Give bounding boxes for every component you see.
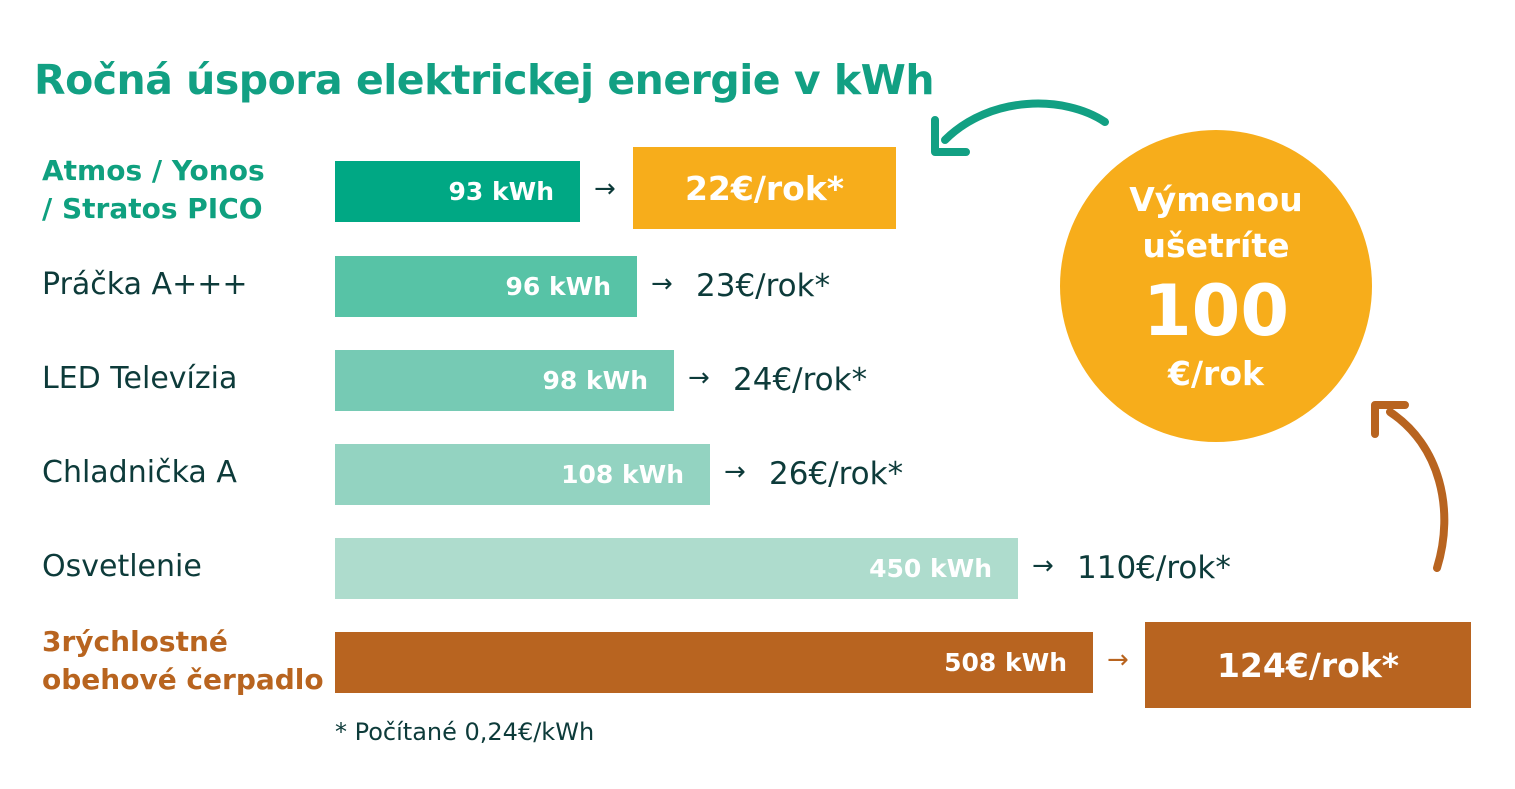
savings-badge: Výmenou ušetríte 100 €/rok [1060,130,1372,442]
category-label: 3rýchlostné obehové čerpadlo [42,623,324,699]
savings-unit: €/rok [1168,354,1264,393]
cost-highlight-box: 22€/rok* [633,147,896,229]
category-label: Práčka A+++ [42,266,247,304]
bar-value-label: 108 kWh [561,460,684,489]
arrow-icon: → [1107,645,1129,675]
savings-amount: 100 [1142,270,1290,352]
category-label: Chladnička A [42,454,237,492]
cost-label: 23€/rok* [696,268,831,304]
category-label-line: Chladnička A [42,455,237,490]
cost-label: 24€/rok* [733,362,868,398]
arrow-icon: → [1032,551,1054,581]
arrow-icon: → [651,269,673,299]
category-label-line: / Stratos PICO [42,192,263,225]
category-label-line: 3rýchlostné [42,625,228,658]
category-label-line: LED Televízia [42,361,238,396]
bar: 108 kWh [335,444,710,505]
cost-highlight-box: 124€/rok* [1145,622,1471,708]
bar-value-label: 450 kWh [869,554,992,583]
savings-line-2: ušetríte [1142,226,1290,265]
arrow-icon: → [688,363,710,393]
bar-value-label: 98 kWh [542,366,649,395]
cost-label: 110€/rok* [1077,550,1231,586]
bar-value-label: 508 kWh [944,648,1067,677]
bar: 98 kWh [335,350,674,411]
category-label-line: Atmos / Yonos [42,154,265,187]
chart-title: Ročná úspora elektrickej energie v kWh [34,56,935,104]
category-label: Atmos / Yonos / Stratos PICO [42,152,265,228]
category-label: Osvetlenie [42,548,202,586]
bar: 508 kWh [335,632,1093,693]
arrow-icon: → [724,457,746,487]
footnote: * Počítané 0,24€/kWh [335,718,595,746]
bar: 450 kWh [335,538,1018,599]
bar-value-label: 93 kWh [448,177,555,206]
brown-arrowhead [1371,401,1409,438]
brown-curved-arrow [1386,408,1449,572]
savings-line-1: Výmenou [1129,180,1303,219]
category-label-line: Práčka A+++ [42,267,248,302]
green-arrowhead [931,116,970,156]
category-label-line: obehové čerpadlo [42,663,324,696]
cost-label: 26€/rok* [769,456,904,492]
arrow-icon: → [594,174,616,204]
category-label: LED Televízia [42,360,237,398]
bar: 93 kWh [335,161,580,222]
category-label-line: Osvetlenie [42,549,202,584]
bar-value-label: 96 kWh [505,272,612,301]
green-curved-arrow [941,99,1109,144]
bar: 96 kWh [335,256,637,317]
